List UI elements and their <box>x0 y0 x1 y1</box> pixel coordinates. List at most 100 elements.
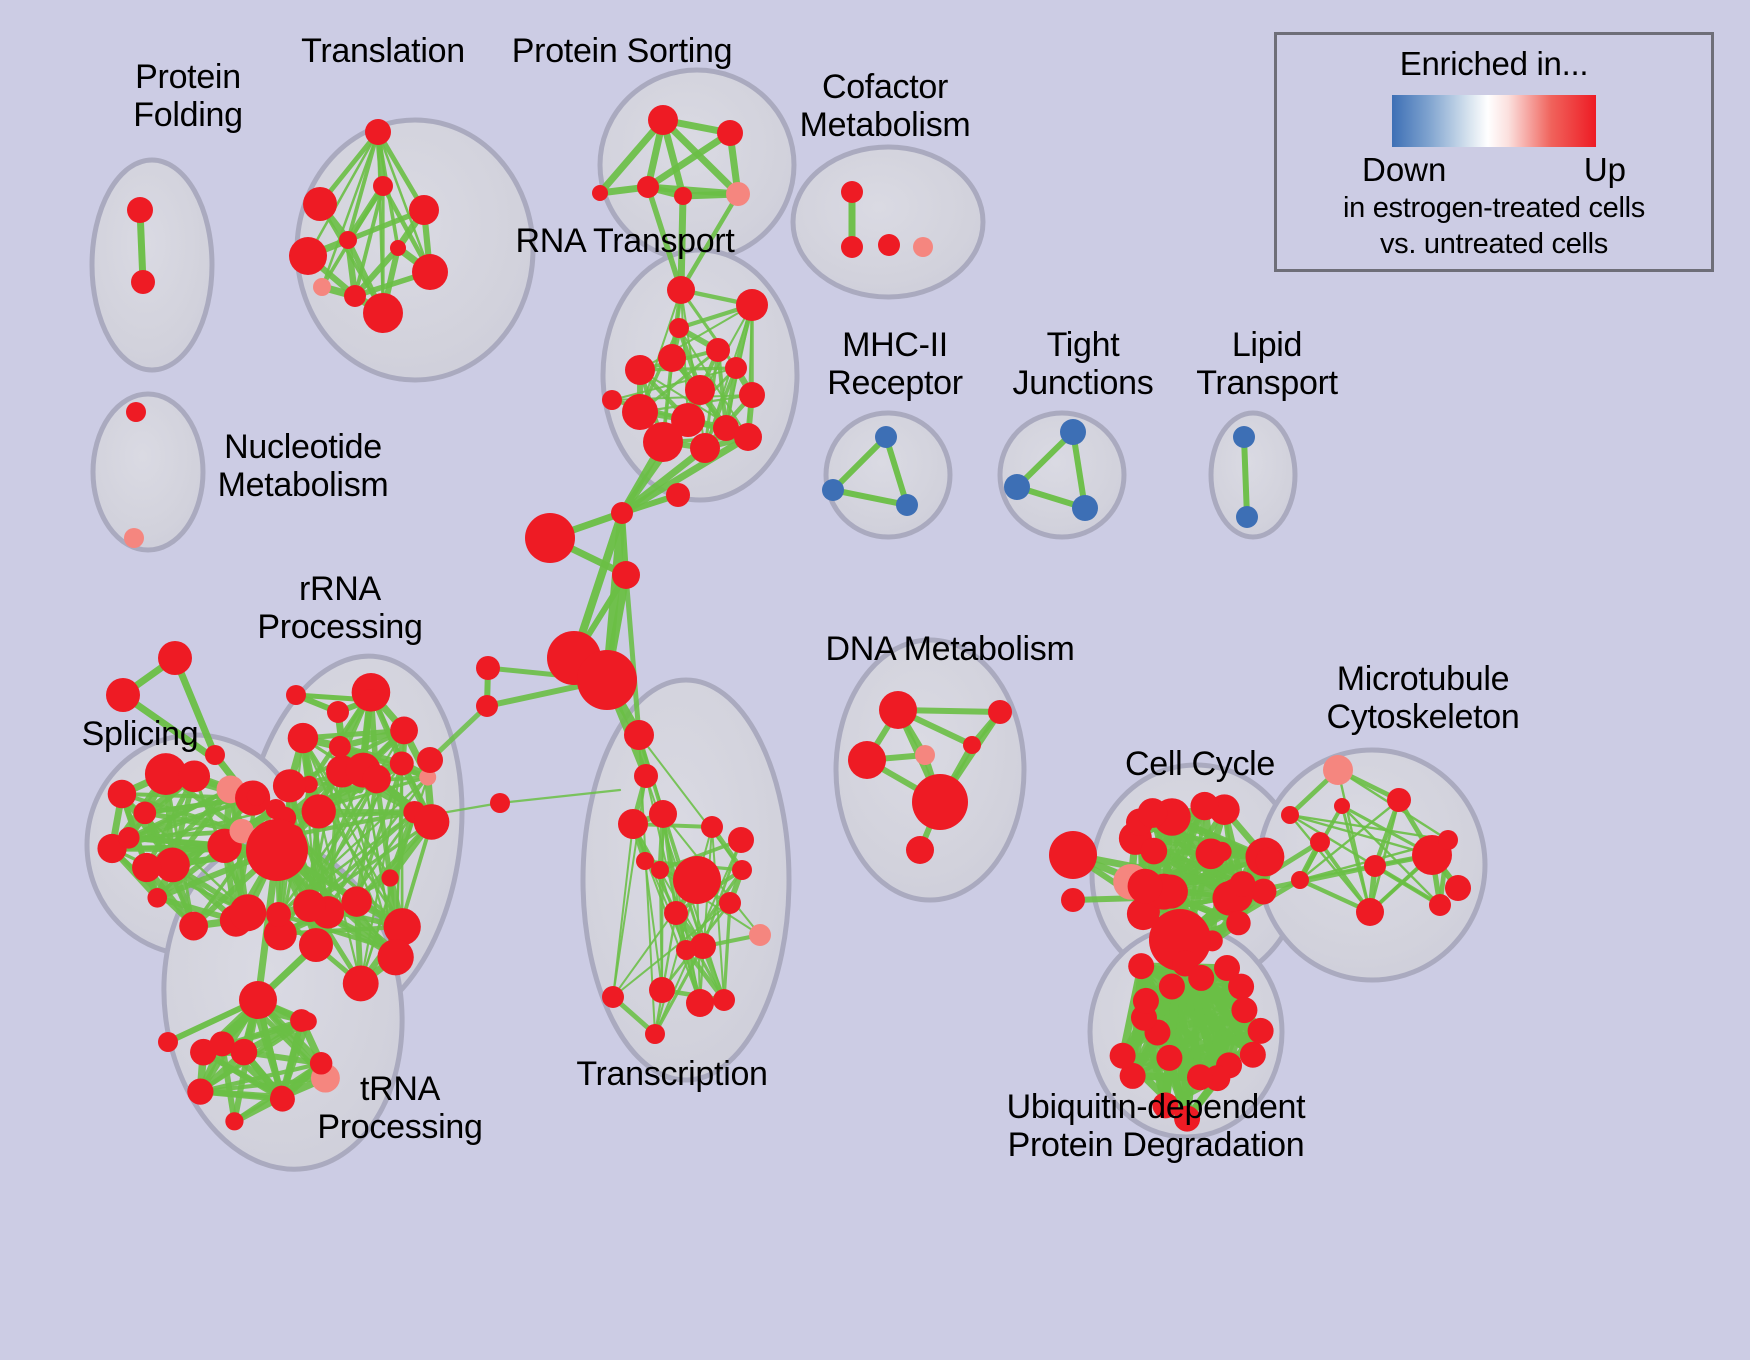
network-node <box>363 293 403 333</box>
network-node <box>124 528 144 548</box>
legend-low-label: Down <box>1362 151 1447 188</box>
network-node <box>1323 755 1353 785</box>
network-edge <box>427 703 490 763</box>
network-node <box>879 691 917 729</box>
network-edge <box>1288 813 1442 907</box>
legend-caption-line1: in estrogen-treated cells <box>1343 192 1645 224</box>
network-node <box>381 869 399 887</box>
network-node <box>263 917 297 951</box>
network-node <box>822 479 844 501</box>
network-node <box>1137 798 1168 828</box>
network-node <box>107 779 137 809</box>
network-node <box>1049 831 1097 879</box>
cluster-label-microtubule-cytoskeleton: Microtubule Cytoskeleton <box>1326 660 1520 737</box>
cluster-hull <box>90 391 206 553</box>
network-node <box>287 722 319 754</box>
cluster-label-protein-sorting: Protein Sorting <box>511 32 733 70</box>
network-node <box>158 641 192 675</box>
network-node <box>490 793 510 813</box>
network-node <box>1126 897 1160 931</box>
network-node <box>676 940 696 960</box>
network-node <box>664 901 688 925</box>
network-edge <box>653 911 678 1036</box>
network-node <box>732 860 752 880</box>
network-node <box>313 278 331 296</box>
network-node <box>155 847 190 883</box>
network-node <box>1152 1092 1179 1119</box>
network-node <box>625 355 655 385</box>
network-node <box>127 197 153 223</box>
network-edge <box>198 1061 324 1094</box>
network-edge <box>386 808 418 882</box>
network-node <box>419 768 437 786</box>
network-node <box>1229 871 1256 898</box>
network-node <box>476 656 500 680</box>
network-node <box>265 798 287 820</box>
network-node <box>602 986 624 1008</box>
network-node <box>413 804 450 840</box>
network-edge <box>376 130 432 274</box>
network-node <box>225 1112 244 1131</box>
network-node <box>875 426 897 448</box>
network-node <box>409 195 439 225</box>
network-node <box>1438 830 1458 850</box>
network-edge <box>678 327 749 438</box>
cluster-label-tight-junctions: Tight Junctions <box>1012 326 1154 403</box>
network-node <box>1226 910 1251 936</box>
network-node <box>749 924 771 946</box>
network-node <box>717 120 743 146</box>
legend-title: Enriched in... <box>1399 45 1589 82</box>
network-node <box>1188 964 1215 991</box>
network-edge <box>171 654 219 759</box>
network-node <box>1132 987 1159 1014</box>
network-node <box>187 1078 214 1105</box>
network-node <box>673 856 721 904</box>
network-node <box>1255 847 1283 875</box>
network-node <box>671 403 705 437</box>
network-node <box>1228 973 1255 1000</box>
legend-box: Enriched in... Down Up in estrogen-treat… <box>1274 32 1714 272</box>
network-node <box>719 892 741 914</box>
network-node <box>246 819 308 881</box>
network-node <box>645 1024 665 1044</box>
cluster-label-splicing: Splicing <box>81 715 199 753</box>
network-node <box>286 685 306 705</box>
network-node <box>592 185 608 201</box>
cluster-hull <box>823 410 953 540</box>
network-node <box>649 800 677 828</box>
network-edge <box>644 860 663 991</box>
network-node <box>1128 953 1155 980</box>
network-node <box>690 433 720 463</box>
network-node <box>126 402 146 422</box>
network-node <box>229 818 254 844</box>
network-node <box>1231 997 1258 1024</box>
network-node <box>713 989 735 1011</box>
network-edge <box>353 184 385 298</box>
network-node <box>1060 419 1086 445</box>
network-edge <box>722 901 732 1002</box>
network-node <box>1061 888 1085 912</box>
network-edge <box>611 367 737 401</box>
network-node <box>913 237 933 257</box>
network-node <box>912 774 968 830</box>
network-node <box>1334 798 1350 814</box>
network-node <box>299 928 333 962</box>
cluster-label-nucleotide-metabolism: Nucleotide Metabolism <box>217 428 389 505</box>
network-node <box>158 1032 178 1052</box>
network-node <box>417 747 443 773</box>
network-node <box>841 236 863 258</box>
network-node <box>1149 909 1211 971</box>
network-edge <box>883 434 910 508</box>
network-node <box>246 787 266 806</box>
network-node <box>988 700 1012 724</box>
network-node <box>667 276 695 304</box>
network-edge <box>658 868 664 992</box>
network-node <box>132 852 162 883</box>
network-node <box>476 695 498 717</box>
network-edge <box>346 130 380 242</box>
network-edge <box>301 736 392 880</box>
cluster-hull <box>1208 410 1298 540</box>
network-node <box>342 965 379 1002</box>
network-edge <box>715 347 729 431</box>
network-node <box>293 889 326 923</box>
